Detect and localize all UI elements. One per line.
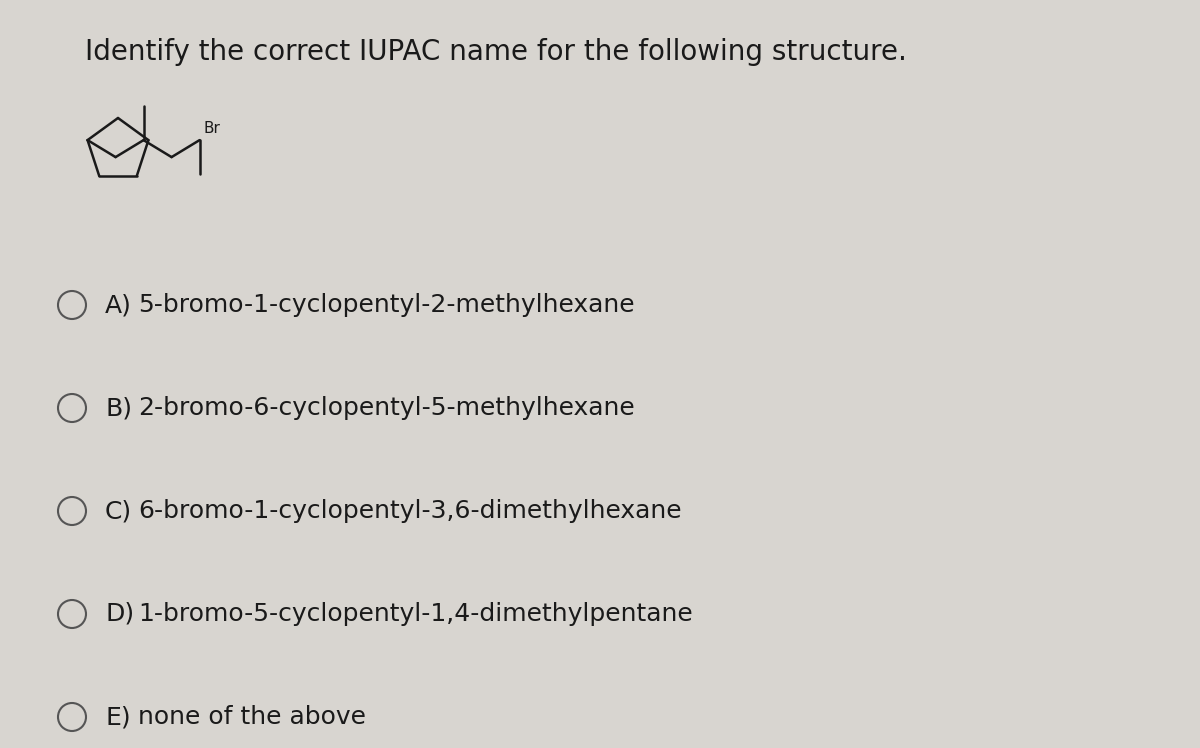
Text: D): D) [106, 602, 134, 626]
Text: Br: Br [204, 121, 221, 136]
Text: 2-bromo-6-cyclopentyl-5-methylhexane: 2-bromo-6-cyclopentyl-5-methylhexane [138, 396, 635, 420]
Text: C): C) [106, 499, 132, 523]
Text: Identify the correct IUPAC name for the following structure.: Identify the correct IUPAC name for the … [85, 38, 907, 66]
Text: 6-bromo-1-cyclopentyl-3,6-dimethylhexane: 6-bromo-1-cyclopentyl-3,6-dimethylhexane [138, 499, 682, 523]
Text: E): E) [106, 705, 131, 729]
Text: A): A) [106, 293, 132, 317]
Text: none of the above: none of the above [138, 705, 366, 729]
Text: B): B) [106, 396, 132, 420]
Text: 5-bromo-1-cyclopentyl-2-methylhexane: 5-bromo-1-cyclopentyl-2-methylhexane [138, 293, 635, 317]
Text: 1-bromo-5-cyclopentyl-1,4-dimethylpentane: 1-bromo-5-cyclopentyl-1,4-dimethylpentan… [138, 602, 692, 626]
